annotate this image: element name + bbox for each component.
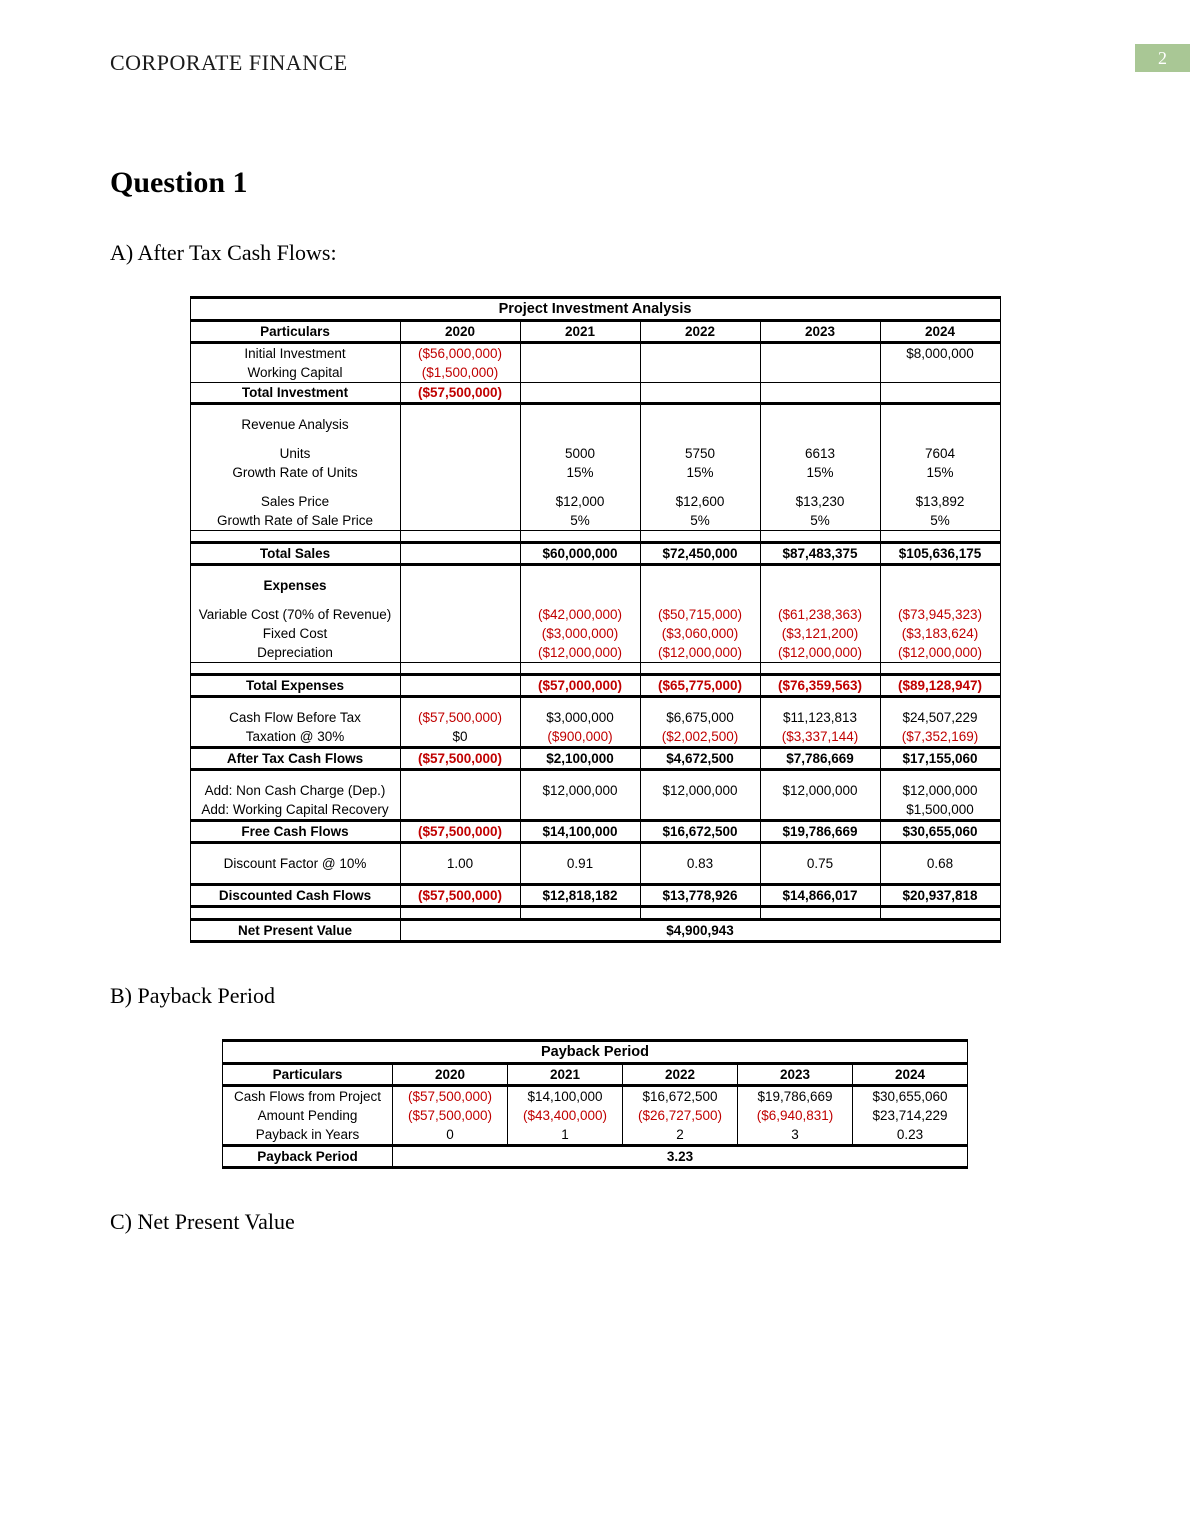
table-row: Working Capital ($1,500,000) — [190, 363, 1000, 383]
table-row: Revenue Analysis — [190, 415, 1000, 434]
table-row: Payback Period 3.23 — [223, 1146, 968, 1168]
spacer-row — [190, 434, 1000, 444]
table-row: Discounted Cash Flows ($57,500,000) $12,… — [190, 885, 1000, 907]
col-year: 2022 — [640, 321, 760, 343]
table-row: Sales Price $12,000 $12,600 $13,230 $13,… — [190, 492, 1000, 511]
running-header: CORPORATE FINANCE — [110, 50, 1080, 76]
spacer-row — [190, 482, 1000, 492]
table-row: Growth Rate of Sale Price 5% 5% 5% 5% — [190, 511, 1000, 531]
col-year: 2023 — [760, 321, 880, 343]
table-row: Payback in Years 0 1 2 3 0.23 — [223, 1125, 968, 1146]
table-row: Amount Pending ($57,500,000) ($43,400,00… — [223, 1106, 968, 1125]
investment-analysis-table: Project Investment Analysis Particulars … — [190, 296, 1001, 943]
table-row: Expenses — [190, 576, 1000, 595]
table-row: After Tax Cash Flows ($57,500,000) $2,10… — [190, 748, 1000, 770]
spacer-row — [190, 531, 1000, 543]
table-title: Project Investment Analysis — [190, 298, 1000, 321]
table-row: Initial Investment ($56,000,000) $8,000,… — [190, 343, 1000, 364]
table-row: Free Cash Flows ($57,500,000) $14,100,00… — [190, 821, 1000, 843]
table-row: Cash Flow Before Tax ($57,500,000) $3,00… — [190, 708, 1000, 727]
spacer-row — [190, 770, 1000, 782]
spacer-row — [190, 907, 1000, 920]
spacer-row — [190, 595, 1000, 605]
table-row: Variable Cost (70% of Revenue) ($42,000,… — [190, 605, 1000, 624]
col-year: 2021 — [520, 321, 640, 343]
spacer-row — [190, 697, 1000, 709]
table-row: Fixed Cost ($3,000,000) ($3,060,000) ($3… — [190, 624, 1000, 643]
spacer-row — [190, 565, 1000, 577]
spacer-row — [190, 663, 1000, 675]
col-year: 2023 — [738, 1064, 853, 1086]
col-year: 2024 — [880, 321, 1000, 343]
table-row: Total Investment ($57,500,000) — [190, 383, 1000, 404]
spacer-row — [190, 873, 1000, 885]
subhead-b: B) Payback Period — [110, 983, 1080, 1009]
table-row: Total Expenses ($57,000,000) ($65,775,00… — [190, 675, 1000, 697]
spacer-row — [190, 404, 1000, 416]
subhead-c: C) Net Present Value — [110, 1209, 1080, 1235]
page-number: 2 — [1135, 44, 1190, 72]
table-row: Units 5000 5750 6613 7604 — [190, 444, 1000, 463]
subhead-a: A) After Tax Cash Flows: — [110, 240, 1080, 266]
col-particulars: Particulars — [190, 321, 400, 343]
table-row: Taxation @ 30% $0 ($900,000) ($2,002,500… — [190, 727, 1000, 748]
col-year: 2020 — [393, 1064, 508, 1086]
payback-period-table: Payback Period Particulars 2020 2021 202… — [222, 1039, 968, 1169]
table-row: Depreciation ($12,000,000) ($12,000,000)… — [190, 643, 1000, 663]
col-year: 2020 — [400, 321, 520, 343]
table-row: Add: Working Capital Recovery $1,500,000 — [190, 800, 1000, 821]
spacer-row — [190, 843, 1000, 855]
table-title: Payback Period — [223, 1041, 968, 1064]
table-row: Growth Rate of Units 15% 15% 15% 15% — [190, 463, 1000, 482]
table-row: Total Sales $60,000,000 $72,450,000 $87,… — [190, 543, 1000, 565]
col-year: 2021 — [508, 1064, 623, 1086]
col-particulars: Particulars — [223, 1064, 393, 1086]
table-row: Add: Non Cash Charge (Dep.) $12,000,000 … — [190, 781, 1000, 800]
table-row: Net Present Value $4,900,943 — [190, 920, 1000, 942]
col-year: 2022 — [623, 1064, 738, 1086]
col-year: 2024 — [853, 1064, 968, 1086]
table-row: Cash Flows from Project ($57,500,000) $1… — [223, 1086, 968, 1107]
question-heading: Question 1 — [110, 166, 1080, 200]
table-row: Discount Factor @ 10% 1.00 0.91 0.83 0.7… — [190, 854, 1000, 873]
